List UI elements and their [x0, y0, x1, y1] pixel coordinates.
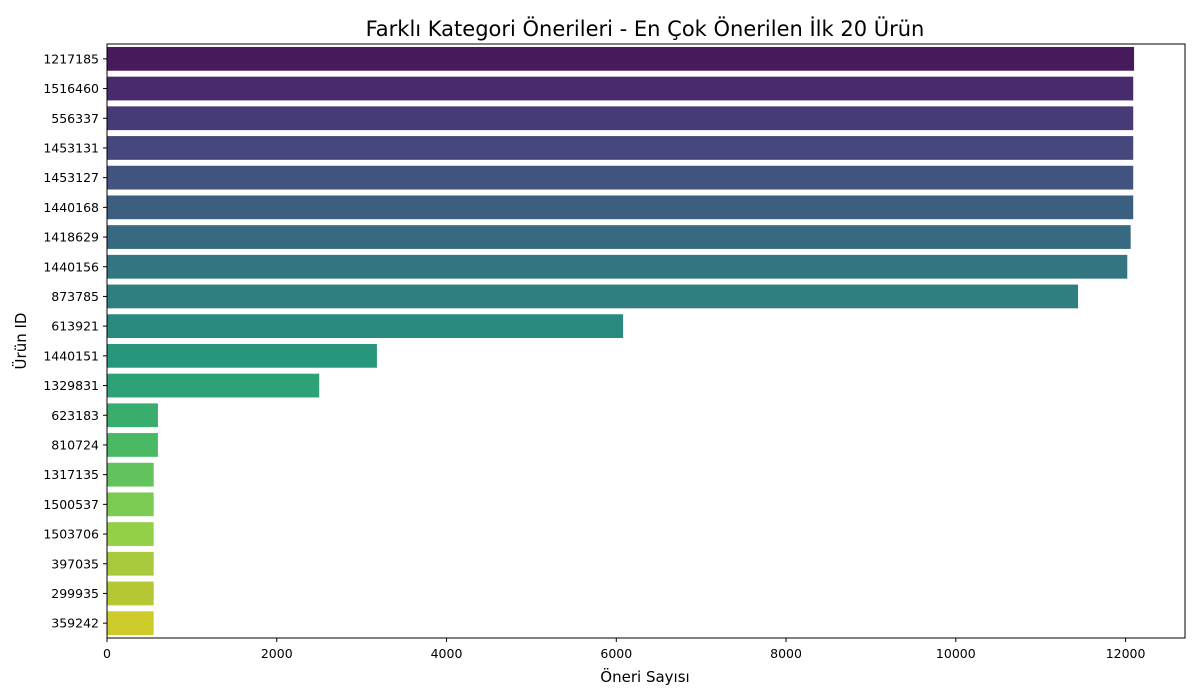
y-axis-label: Ürün ID [11, 313, 30, 370]
bar-1217185 [107, 46, 1135, 71]
y-tick-label: 359242 [51, 616, 99, 631]
y-tick-label: 613921 [51, 319, 99, 334]
y-tick-label: 810724 [51, 437, 99, 452]
bar-623183 [107, 403, 158, 428]
y-tick-label: 1516460 [43, 81, 99, 96]
bar-1500537 [107, 492, 154, 517]
x-tick-label: 12000 [1106, 646, 1146, 661]
bar-810724 [107, 433, 158, 457]
bar-1418629 [107, 225, 1131, 249]
bar-1516460 [107, 76, 1134, 101]
bar-1453131 [107, 136, 1134, 160]
y-tick-label: 1440168 [43, 200, 99, 215]
y-tick-label: 1217185 [43, 51, 99, 66]
x-tick-label: 10000 [936, 646, 976, 661]
x-axis-label: Öneri Sayısı [600, 667, 689, 686]
y-tick-label: 1418629 [43, 230, 99, 245]
bar-1440156 [107, 254, 1128, 279]
bar-1503706 [107, 522, 154, 546]
x-tick-label: 4000 [431, 646, 463, 661]
bar-299935 [107, 581, 154, 606]
y-tick-label: 556337 [51, 111, 99, 126]
bar-1317135 [107, 462, 154, 487]
x-tick-label: 6000 [600, 646, 632, 661]
y-tick-label: 623183 [51, 408, 99, 423]
x-tick-label: 0 [103, 646, 111, 661]
y-tick-label: 1500537 [43, 497, 99, 512]
y-tick-label: 1440151 [43, 348, 99, 363]
y-tick-label: 1453131 [43, 140, 99, 155]
bar-359242 [107, 611, 154, 636]
bar-397035 [107, 551, 154, 576]
bar-1440168 [107, 195, 1134, 220]
y-tick-label: 397035 [51, 556, 99, 571]
y-tick-label: 1453127 [43, 170, 99, 185]
x-tick-label: 2000 [261, 646, 293, 661]
bar-556337 [107, 106, 1134, 131]
y-tick-label: 299935 [51, 586, 99, 601]
y-tick-label: 1440156 [43, 259, 99, 274]
y-tick-label: 1503706 [43, 527, 99, 542]
bar-613921 [107, 314, 624, 339]
bar-1453127 [107, 165, 1134, 190]
bar-1440151 [107, 343, 377, 368]
y-tick-label: 1329831 [43, 378, 99, 393]
y-tick-label: 1317135 [43, 467, 99, 482]
chart-title: Farklı Kategori Önerileri - En Çok Öneri… [366, 16, 925, 41]
ticks-group: 1217185 1516460 556337 1453131 1453127 144016… [43, 51, 1145, 661]
y-tick-label: 873785 [51, 289, 99, 304]
x-tick-label: 8000 [770, 646, 802, 661]
plot-frame [106, 43, 1186, 639]
bars-group [107, 46, 1135, 636]
bar-1329831 [107, 373, 320, 398]
bar-873785 [107, 284, 1079, 309]
